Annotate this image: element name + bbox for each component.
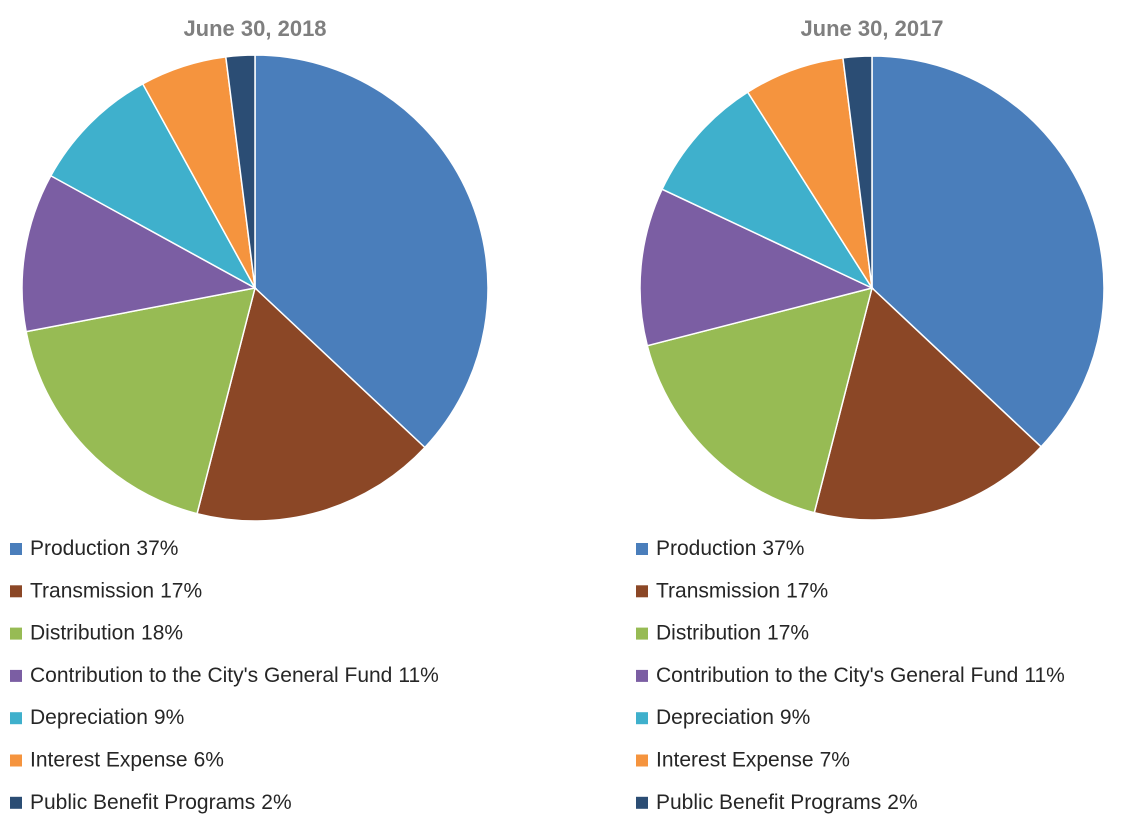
pie-slice bbox=[746, 56, 873, 289]
legend-entry: Transmission 17% bbox=[656, 579, 828, 602]
legend-entry: Public Benefit Programs 2% bbox=[30, 790, 292, 813]
pie-slice bbox=[871, 55, 1105, 448]
legend-entry: Depreciation 9% bbox=[656, 706, 810, 729]
legend-swatch bbox=[10, 543, 22, 555]
legend-value: 7% bbox=[820, 748, 850, 771]
legend-value: 2% bbox=[261, 790, 291, 813]
legend-label: Transmission bbox=[30, 579, 154, 602]
pie-slice bbox=[661, 91, 875, 290]
legend-label: Contribution to the City's General Fund bbox=[30, 663, 392, 686]
legend-label: Distribution bbox=[30, 621, 135, 644]
legend-value: 2% bbox=[887, 790, 917, 813]
legend-swatch bbox=[10, 669, 22, 682]
legend-swatch bbox=[636, 712, 648, 725]
legend-label: Production bbox=[30, 537, 130, 560]
legend-entry: Interest Expense 6% bbox=[30, 748, 224, 771]
legend-entry: Contribution to the City's General Fund 1… bbox=[656, 663, 1065, 686]
chart-title: June 30, 2017 bbox=[800, 16, 943, 41]
legend-value: 18% bbox=[141, 621, 183, 644]
legend-entry: Production 37% bbox=[656, 537, 804, 560]
legend-value: 17% bbox=[160, 579, 202, 602]
legend-value: 17% bbox=[767, 621, 809, 644]
pie-slice bbox=[49, 82, 257, 290]
pie-slice bbox=[842, 55, 873, 289]
legend-entry: Distribution 18% bbox=[30, 621, 183, 644]
legend-swatch bbox=[636, 627, 648, 640]
legend-label: Public Benefit Programs bbox=[30, 790, 255, 813]
legend-swatch bbox=[636, 754, 648, 767]
legend-swatch bbox=[636, 543, 648, 555]
legend-value: 37% bbox=[136, 537, 178, 560]
legend-value: 37% bbox=[762, 537, 804, 560]
chart-title: June 30, 2018 bbox=[183, 16, 326, 41]
legend-entry: Transmission 17% bbox=[30, 579, 202, 602]
legend-swatch bbox=[10, 796, 22, 809]
legend-swatch bbox=[636, 669, 648, 682]
legend-swatch bbox=[10, 754, 22, 767]
legend-value: 9% bbox=[154, 706, 184, 729]
legend-swatch bbox=[10, 712, 22, 725]
pie-slice bbox=[254, 54, 489, 449]
pie-slice bbox=[813, 286, 1043, 521]
legend-value: 11% bbox=[1024, 663, 1064, 686]
legend-entry: Depreciation 9% bbox=[30, 706, 184, 729]
pie-slice bbox=[639, 188, 875, 347]
legend-label: Depreciation bbox=[656, 706, 774, 729]
legend-label: Contribution to the City's General Fund bbox=[656, 663, 1018, 686]
legend-label: Interest Expense bbox=[30, 748, 188, 771]
legend-entry: Public Benefit Programs 2% bbox=[656, 790, 918, 813]
legend-swatch bbox=[10, 627, 22, 640]
pie-slice bbox=[21, 174, 258, 333]
legend-label: Transmission bbox=[656, 579, 780, 602]
legend-swatch bbox=[636, 796, 648, 809]
pie-slice bbox=[196, 286, 426, 522]
legend-entry: Contribution to the City's General Fund 1… bbox=[30, 663, 439, 686]
legend-swatch bbox=[10, 585, 22, 598]
legend-label: Public Benefit Programs bbox=[656, 790, 881, 813]
legend-label: Production bbox=[656, 537, 756, 560]
pie-slice bbox=[25, 287, 257, 515]
legend-label: Interest Expense bbox=[656, 748, 814, 771]
pie-slice bbox=[224, 54, 256, 289]
legend-value: 11% bbox=[398, 663, 438, 686]
legend-label: Depreciation bbox=[30, 706, 148, 729]
legend-label: Distribution bbox=[656, 621, 761, 644]
legend-entry: Distribution 17% bbox=[656, 621, 809, 644]
legend-entry: Interest Expense 7% bbox=[656, 748, 850, 771]
legend-entry: Production 37% bbox=[30, 537, 178, 560]
legend-value: 6% bbox=[194, 748, 224, 771]
legend-swatch bbox=[636, 585, 648, 598]
legend-value: 9% bbox=[780, 706, 810, 729]
pie-slice bbox=[646, 286, 874, 514]
legend-value: 17% bbox=[786, 579, 828, 602]
